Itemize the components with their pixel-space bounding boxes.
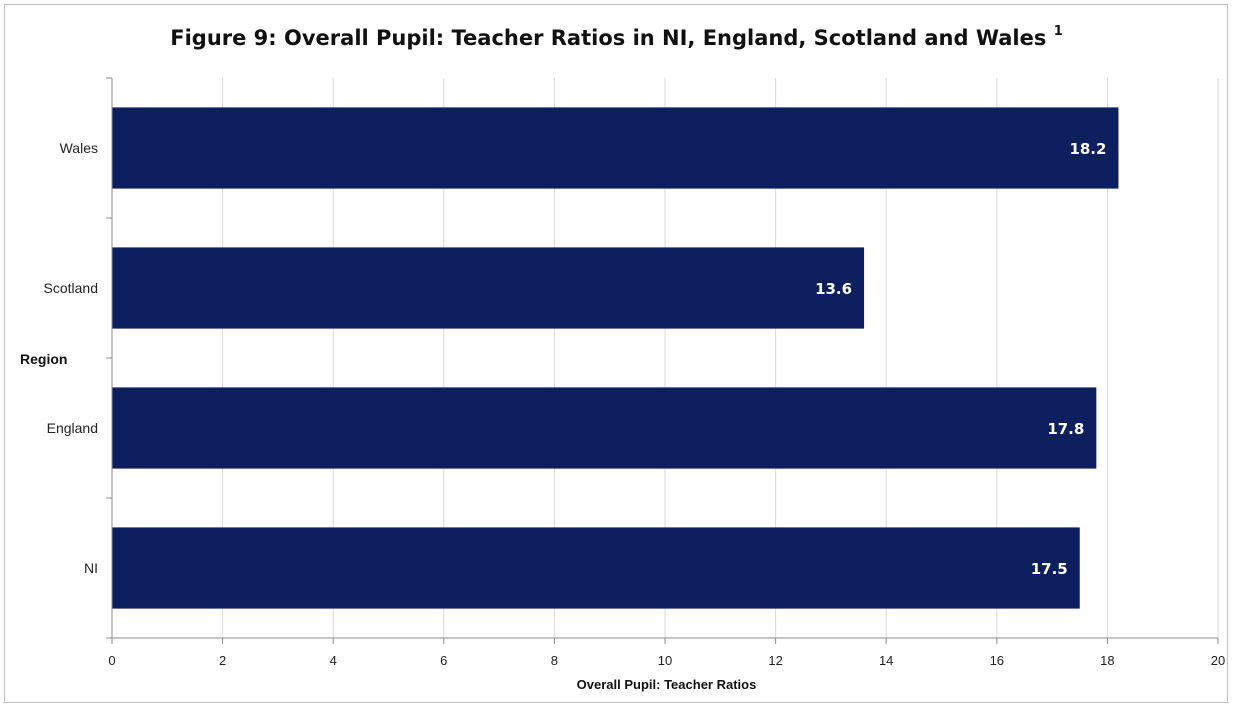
title-footnote-marker: 1 bbox=[1053, 24, 1063, 39]
x-tick-label: 2 bbox=[219, 653, 226, 668]
bar-ni bbox=[112, 527, 1080, 609]
y-tick-label-scotland: Scotland bbox=[44, 280, 98, 296]
x-tick-label: 10 bbox=[658, 653, 672, 668]
chart-title: Figure 9: Overall Pupil: Teacher Ratios … bbox=[0, 24, 1233, 50]
x-tick-label: 14 bbox=[879, 653, 893, 668]
y-tick-label-england: England bbox=[47, 420, 98, 436]
x-tick-label: 6 bbox=[440, 653, 447, 668]
bar-wales bbox=[112, 107, 1119, 189]
chart-title-text: Figure 9: Overall Pupil: Teacher Ratios … bbox=[170, 26, 1047, 50]
y-axis-title: Region bbox=[20, 351, 68, 367]
data-label-wales: 18.2 bbox=[1069, 140, 1106, 158]
data-label-england: 17.8 bbox=[1047, 420, 1084, 438]
data-label-scotland: 13.6 bbox=[815, 280, 852, 298]
x-tick-label: 16 bbox=[990, 653, 1004, 668]
bar-scotland bbox=[112, 247, 865, 329]
y-tick-label-ni: NI bbox=[84, 560, 98, 576]
data-label-ni: 17.5 bbox=[1031, 560, 1068, 578]
bar-england bbox=[112, 387, 1097, 469]
x-tick-label: 4 bbox=[330, 653, 337, 668]
x-tick-label: 0 bbox=[108, 653, 115, 668]
x-tick-label: 12 bbox=[768, 653, 782, 668]
x-tick-label: 8 bbox=[551, 653, 558, 668]
x-axis-title: Overall Pupil: Teacher Ratios bbox=[576, 677, 757, 692]
y-tick-label-wales: Wales bbox=[60, 140, 98, 156]
x-tick-label: 20 bbox=[1211, 653, 1225, 668]
x-tick-label: 18 bbox=[1100, 653, 1114, 668]
